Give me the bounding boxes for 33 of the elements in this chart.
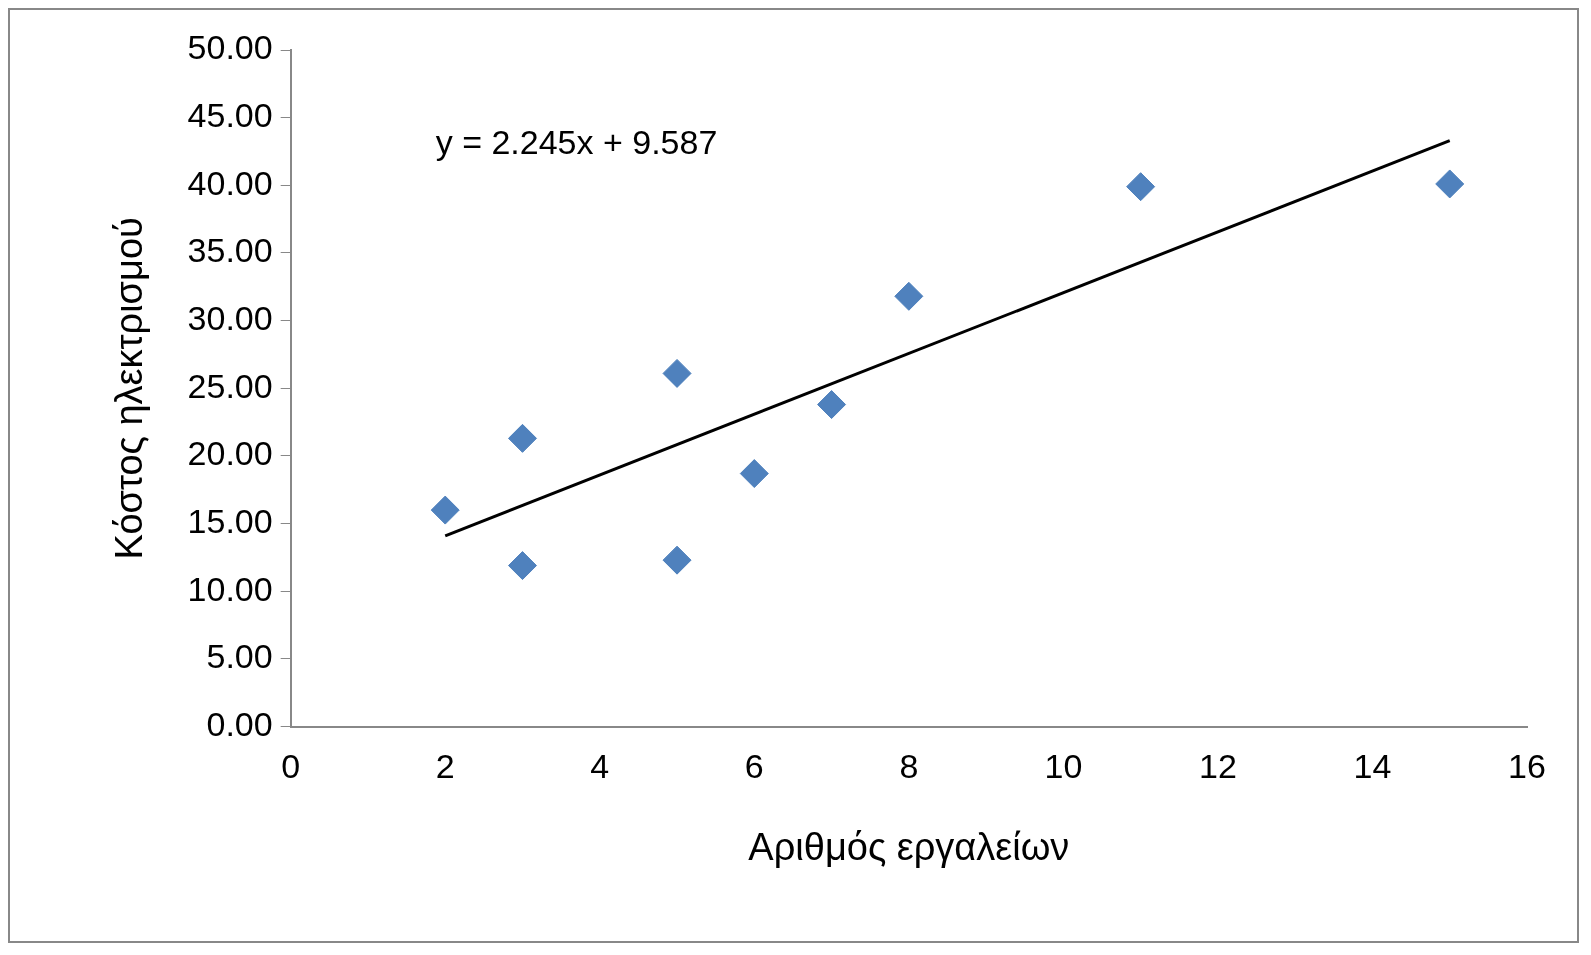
point	[507, 551, 537, 581]
point	[430, 495, 460, 525]
x-tick-label: 12	[1199, 747, 1237, 786]
point	[507, 423, 537, 453]
point	[1435, 169, 1465, 199]
y-tick-label: 35.00	[187, 231, 273, 270]
x-tick-label: 6	[744, 747, 764, 786]
x-tick-label: 16	[1508, 747, 1546, 786]
point	[662, 545, 692, 575]
x-tick-label: 8	[899, 747, 919, 786]
y-tick-label: 15.00	[187, 501, 273, 540]
point	[894, 281, 924, 311]
x-axis-title: Αριθμός εργαλείων	[748, 825, 1070, 868]
x-tick-label: 4	[590, 747, 610, 786]
y-tick-label: 20.00	[187, 434, 273, 473]
x-tick-label: 0	[281, 747, 301, 786]
annotation: y = 2.245x + 9.587	[435, 123, 718, 162]
point	[739, 459, 769, 489]
y-tick-label: 45.00	[187, 96, 273, 135]
x-tick-label: 10	[1044, 747, 1083, 786]
x-tick-label: 2	[435, 747, 455, 786]
x-tick-label: 14	[1353, 747, 1392, 786]
point	[662, 358, 692, 388]
point	[1126, 172, 1156, 202]
y-tick-label: 40.00	[187, 163, 273, 202]
y-tick-label: 0.00	[206, 704, 273, 743]
y-axis-title: Κόστος ηλεκτρισμού	[108, 217, 151, 560]
y-tick-label: 10.00	[187, 569, 273, 608]
y-tick-label: 50.00	[187, 28, 273, 67]
point	[817, 390, 847, 420]
y-tick-label: 5.00	[206, 637, 273, 676]
y-tick-label: 30.00	[187, 299, 273, 338]
y-tick-label: 25.00	[187, 366, 273, 405]
